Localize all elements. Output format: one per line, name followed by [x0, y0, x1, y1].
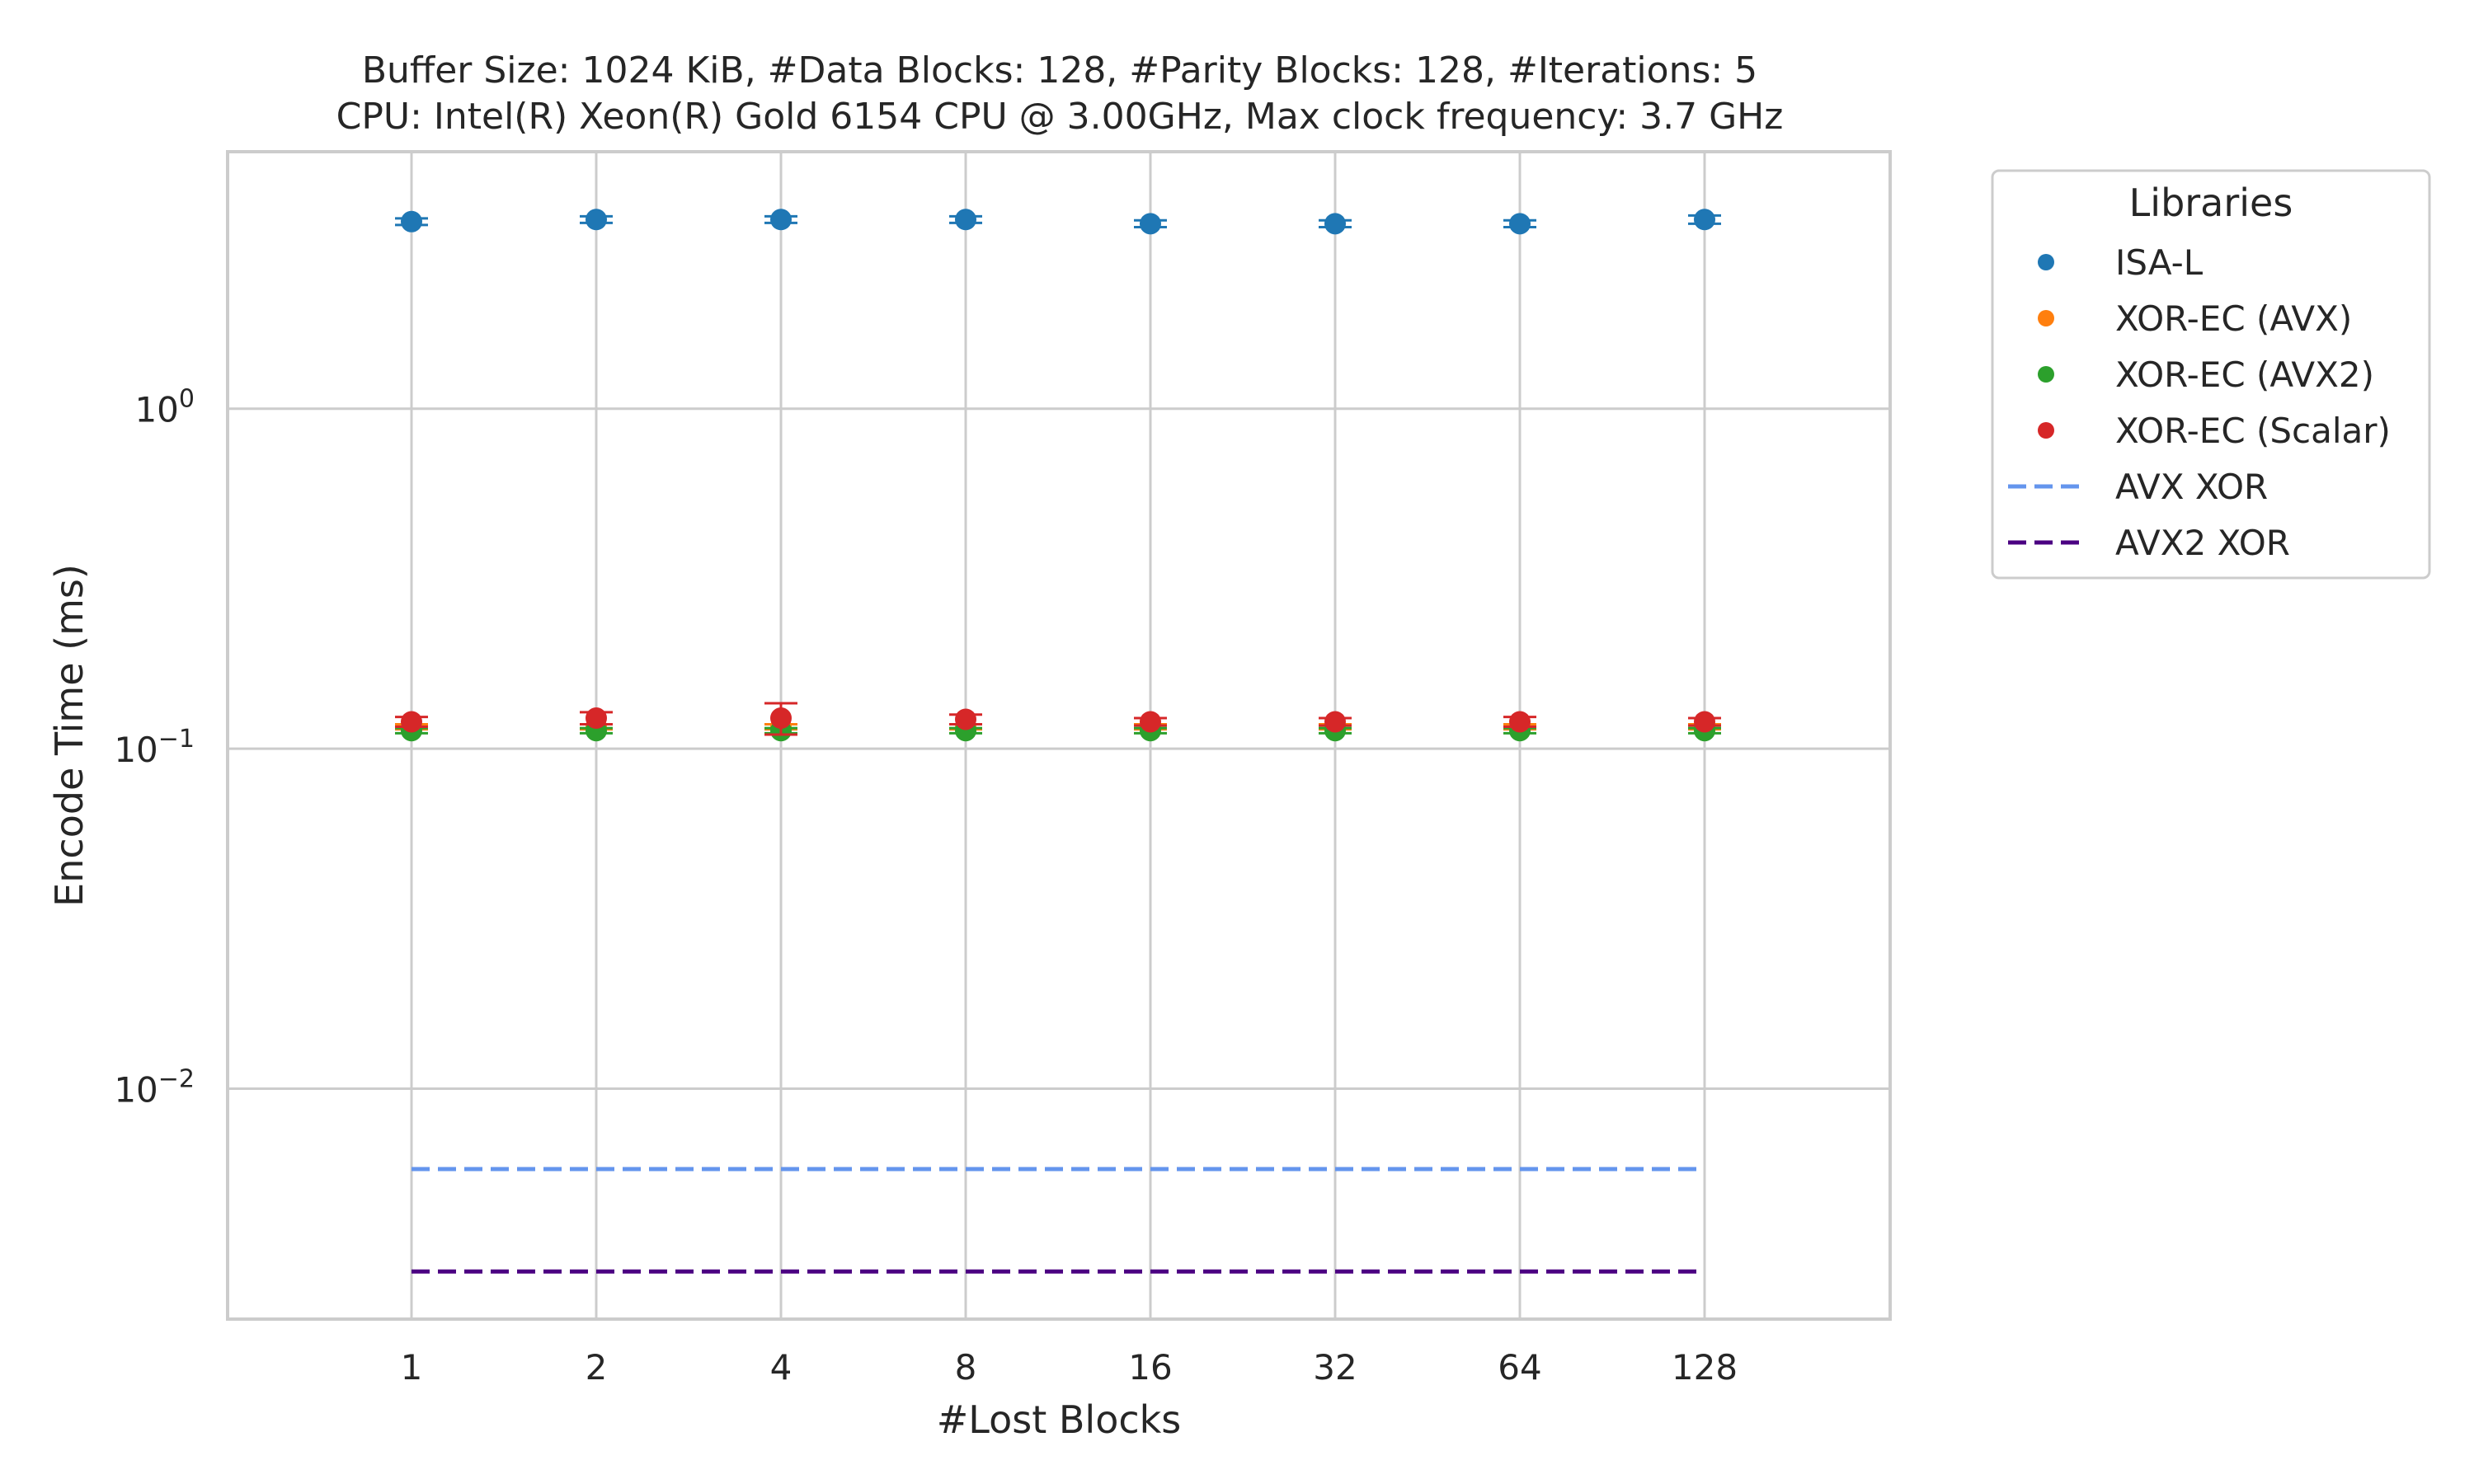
legend-marker: [2038, 310, 2054, 326]
chart-subtitle: CPU: Intel(R) Xeon(R) Gold 6154 CPU @ 3.…: [336, 96, 1784, 138]
y-tick-label: 10−2: [114, 1064, 195, 1110]
x-axis-label: #Lost Blocks: [937, 1397, 1182, 1442]
reference-lines: [412, 1167, 1705, 1274]
data-points: [395, 209, 1721, 742]
x-tick-label: 4: [770, 1347, 793, 1388]
data-point: [1509, 711, 1531, 733]
data-point: [955, 209, 976, 231]
data-point: [586, 707, 607, 730]
y-tick-label: 10−1: [114, 725, 195, 770]
legend-label: ISA-L: [2115, 242, 2204, 283]
legend-title: Libraries: [2129, 181, 2293, 225]
legend: Libraries ISA-L XOR-EC (AVX) XOR-EC (AVX2)…: [1991, 169, 2431, 580]
x-tick-label: 16: [1128, 1347, 1172, 1388]
chart-title: Buffer Size: 1024 KiB, #Data Blocks: 128…: [362, 49, 1757, 92]
y-axis-label: Encode Time (ms): [47, 564, 92, 907]
y-tick-labels: 100 10−1 10−2: [114, 385, 195, 1111]
x-tick-label: 2: [586, 1347, 608, 1388]
legend-marker: [2038, 254, 2054, 270]
legend-items: ISA-L XOR-EC (AVX) XOR-EC (AVX2) XOR-EC (Sc…: [2008, 242, 2391, 563]
legend-frame: [1991, 169, 2431, 580]
data-point: [401, 210, 422, 232]
grid: [228, 152, 1890, 1319]
x-tick-label: 32: [1313, 1347, 1357, 1388]
data-point: [586, 209, 607, 231]
data-point: [1140, 213, 1161, 235]
data-point: [1324, 213, 1346, 235]
plot-frame: [226, 150, 1892, 1321]
data-point: [770, 707, 792, 730]
x-tick-label: 128: [1672, 1347, 1738, 1388]
legend-marker: [2038, 366, 2054, 383]
data-point: [1694, 209, 1715, 231]
data-point: [1509, 213, 1531, 235]
data-point: [401, 711, 422, 733]
legend-label: AVX XOR: [2115, 467, 2268, 507]
legend-label: XOR-EC (AVX): [2115, 298, 2352, 339]
data-point: [1694, 711, 1715, 733]
x-tick-label: 1: [401, 1347, 423, 1388]
x-tick-label: 64: [1498, 1347, 1541, 1388]
data-point: [1324, 711, 1346, 733]
legend-label: XOR-EC (Scalar): [2115, 411, 2391, 451]
y-tick-label: 100: [134, 385, 195, 430]
data-point: [1140, 711, 1161, 733]
data-point: [955, 708, 976, 730]
legend-label: XOR-EC (AVX2): [2115, 355, 2374, 395]
data-point: [770, 209, 792, 231]
legend-marker: [2038, 422, 2054, 439]
legend-label: AVX2 XOR: [2115, 523, 2290, 563]
x-tick-labels: 1 2 4 8 16 32 64 128: [401, 1347, 1738, 1388]
x-tick-label: 8: [955, 1347, 977, 1388]
